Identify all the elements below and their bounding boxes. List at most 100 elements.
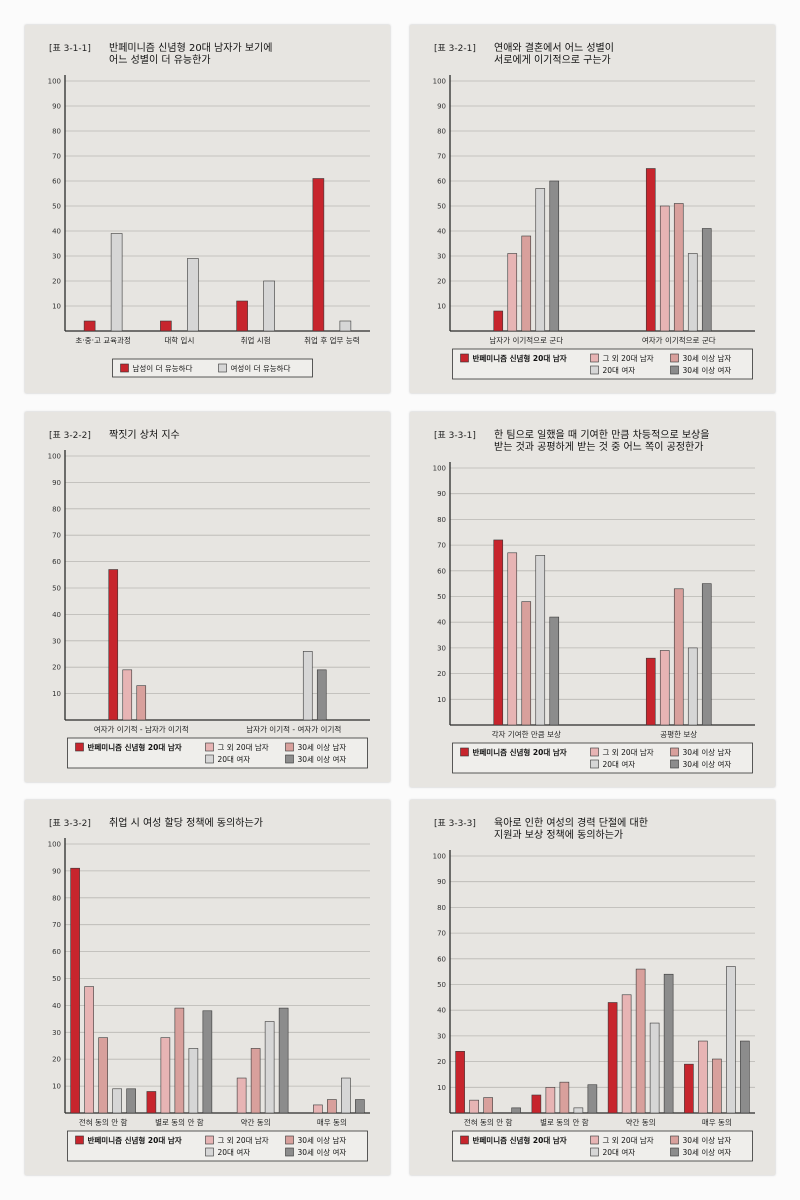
legend-label: 30세 이상 남자	[298, 1135, 347, 1145]
y-tick-label: 60	[437, 567, 446, 575]
legend-swatch	[205, 754, 214, 764]
y-tick-label: 80	[52, 505, 61, 513]
x-category-label: 각자 기여한 만큼 보상	[492, 729, 561, 739]
y-tick-label: 20	[437, 278, 446, 286]
bar	[160, 1037, 171, 1114]
chart-title-line: 연애와 결혼에서 어느 성별이	[494, 41, 614, 54]
bar	[188, 1048, 199, 1114]
bar	[645, 657, 656, 726]
chart-panel-3-2-1: [표 3-2-1] 연애와 결혼에서 어느 성별이 서로에게 이기적으로 구는가 10…	[410, 25, 775, 393]
legend-swatch	[285, 754, 294, 764]
bar	[549, 180, 560, 332]
chart-code: [표 3-3-2]	[49, 819, 91, 829]
bar	[701, 583, 712, 726]
y-tick-label: 60	[52, 558, 61, 566]
y-tick-label: 10	[52, 1083, 61, 1091]
bar	[740, 1040, 750, 1114]
legend-swatch	[120, 363, 129, 373]
bar	[698, 1040, 708, 1114]
bar	[264, 1021, 275, 1114]
y-tick-label: 90	[52, 867, 61, 875]
y-tick-label: 10	[437, 696, 446, 704]
bar	[621, 994, 632, 1114]
legend-swatch	[285, 742, 294, 752]
y-tick-label: 50	[437, 981, 446, 989]
bar	[573, 1107, 584, 1114]
y-tick-label: 20	[52, 1056, 61, 1064]
legend-label: 반페미니즘 신념형 20대 남자	[473, 353, 567, 363]
x-category-label: 공평한 보상	[660, 729, 697, 739]
y-tick-label: 70	[52, 921, 61, 929]
bar	[663, 973, 674, 1114]
legend-label: 30세 이상 남자	[683, 747, 732, 757]
bar	[507, 253, 518, 332]
bar	[83, 320, 96, 332]
bar	[549, 616, 560, 726]
chart-panel-3-1-1: [표 3-1-1] 반페미니즘 신념형 20대 남자가 보기에 어느 성별이 더 유…	[25, 25, 390, 393]
bar	[202, 1010, 213, 1114]
bar	[645, 168, 656, 332]
chart-title-line: 지원과 보상 정책에 동의하는가	[494, 828, 623, 841]
y-tick-label: 30	[52, 637, 61, 645]
x-category-label: 별로 동의 안 함	[540, 1117, 589, 1127]
y-tick-label: 30	[437, 1032, 446, 1040]
y-tick-label: 50	[52, 203, 61, 211]
legend-label: 남성이 더 유능하다	[133, 363, 193, 373]
legend-label: 30세 이상 여자	[683, 759, 732, 769]
legend-swatch	[285, 1147, 294, 1157]
bar	[531, 1094, 542, 1114]
y-tick-label: 70	[437, 930, 446, 938]
legend-label: 반페미니즘 신념형 20대 남자	[473, 1135, 567, 1145]
y-tick-label: 100	[433, 853, 446, 861]
x-category-label: 초·중·고 교육과정	[75, 335, 130, 345]
y-tick-label: 80	[437, 904, 446, 912]
bar	[483, 1097, 493, 1114]
bar	[250, 1048, 261, 1114]
y-tick-label: 100	[433, 465, 446, 473]
y-tick-label: 10	[52, 690, 61, 698]
legend-swatch	[75, 1135, 84, 1145]
legend-swatch	[205, 1135, 214, 1145]
y-tick-label: 30	[437, 644, 446, 652]
x-category-label: 매우 동의	[702, 1117, 732, 1127]
legend-swatch	[205, 1147, 214, 1157]
legend-label: 반페미니즘 신념형 20대 남자	[88, 742, 182, 752]
legend-swatch	[670, 759, 679, 769]
bar	[187, 258, 199, 332]
x-category-label: 매우 동의	[317, 1117, 347, 1127]
legend-label: 20대 여자	[603, 1147, 636, 1157]
bar	[559, 1081, 570, 1114]
bar	[545, 1086, 556, 1114]
legend-swatch	[670, 1147, 679, 1157]
chart-title-line: 받는 것과 공평하게 받는 것 중 어느 쪽이 공정한가	[494, 440, 703, 453]
chart-code: [표 3-2-1]	[434, 44, 476, 54]
legend-swatch	[75, 742, 84, 752]
y-tick-label: 100	[48, 841, 61, 849]
y-tick-label: 20	[437, 1058, 446, 1066]
chart-title-line: 짝짓기 상처 지수	[109, 429, 180, 441]
x-category-label: 별로 동의 안 함	[155, 1117, 204, 1127]
y-tick-label: 90	[437, 103, 446, 111]
bar	[236, 1077, 247, 1114]
chart-title-line: 서로에게 이기적으로 구는가	[494, 54, 611, 66]
y-tick-label: 60	[52, 178, 61, 186]
bar	[659, 205, 670, 332]
bar	[511, 1107, 521, 1114]
y-tick-label: 90	[52, 479, 61, 487]
y-tick-label: 50	[52, 585, 61, 593]
bar	[312, 178, 325, 332]
legend-swatch	[590, 365, 599, 375]
legend-label: 그 외 20대 남자	[603, 747, 654, 757]
legend-label: 반페미니즘 신념형 20대 남자	[473, 747, 567, 757]
legend-swatch	[460, 747, 469, 757]
x-category-label: 전혀 동의 안 함	[79, 1117, 128, 1127]
x-category-label: 여자가 이기적으로 군다	[642, 335, 716, 345]
bar	[136, 685, 147, 721]
y-tick-label: 10	[437, 303, 446, 311]
y-tick-label: 50	[437, 593, 446, 601]
legend-swatch	[460, 1135, 469, 1145]
bar	[160, 320, 172, 332]
